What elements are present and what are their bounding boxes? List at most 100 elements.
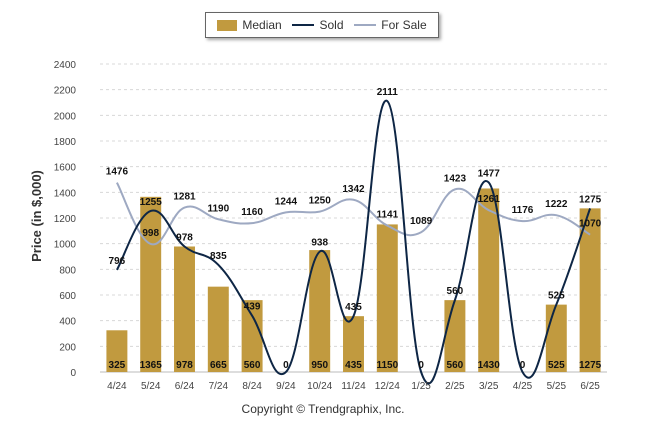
y-tick-label-400: 400 — [59, 317, 76, 328]
median-value-9/24: 0 — [283, 360, 289, 371]
series-lines — [116, 100, 592, 385]
for-sale-value-4/24: 1476 — [106, 167, 129, 178]
legend-item-sold[interactable]: Sold — [292, 18, 344, 32]
median-bar-4/24 — [106, 330, 128, 372]
y-axis-ticks: 0 200 400 600 800 1000 1200 1400 1600 1800 2000 220… — [54, 60, 77, 379]
legend-item-median[interactable]: Median — [217, 18, 282, 32]
for-sale-value-3/25: 1261 — [478, 194, 501, 205]
median-value-5/24: 1365 — [140, 360, 163, 371]
for-sale-value-10/24: 1250 — [309, 196, 332, 207]
median-bar-8/24 — [241, 300, 263, 372]
median-value-5/25: 525 — [548, 360, 565, 371]
median-value-12/24: 1150 — [376, 360, 398, 371]
legend-for-sale-label: For Sale — [381, 18, 427, 32]
x-axis-ticks: 4/24 5/24 6/24 7/24 8/24 9/24 10/24 11/24 12/24 1… — [107, 381, 600, 392]
median-bar-10/24 — [309, 250, 331, 372]
y-tick-label-600: 600 — [59, 291, 76, 302]
y-tick-label-1200: 1200 — [54, 214, 77, 225]
median-value-8/24: 560 — [244, 360, 261, 371]
x-tick-label-9/24: 9/24 — [276, 381, 296, 392]
sold-line — [116, 100, 592, 385]
data-labels: 325 1365 978 665 560 0 950 435 1150 0 560 1430 0 525 1… — [106, 87, 602, 371]
median-value-6/24: 978 — [176, 360, 193, 371]
sold-value-5/24: 1255 — [140, 197, 163, 208]
for-sale-value-1/25: 1089 — [410, 216, 433, 227]
y-tick-label-2200: 2200 — [54, 86, 77, 97]
median-bar-6/24 — [174, 246, 195, 372]
x-tick-label-5/24: 5/24 — [141, 381, 161, 392]
y-tick-label-0: 0 — [70, 368, 76, 379]
for-sale-line — [116, 182, 591, 246]
x-tick-label-7/24: 7/24 — [209, 381, 229, 392]
for-sale-value-9/24: 1244 — [275, 196, 298, 207]
sold-value-5/25: 525 — [548, 291, 565, 302]
x-tick-label-10/24: 10/24 — [307, 381, 332, 392]
y-tick-label-2400: 2400 — [54, 60, 77, 71]
sold-value-12/24: 2111 — [377, 87, 399, 98]
median-value-4/24: 325 — [109, 360, 126, 371]
sold-value-6/25: 1275 — [579, 194, 602, 205]
median-bar-11/24 — [343, 316, 364, 372]
median-bar-5/24 — [140, 196, 162, 372]
sold-value-8/24: 439 — [244, 302, 261, 313]
x-tick-label-3/25: 3/25 — [479, 381, 499, 392]
legend-sold-label: Sold — [319, 18, 344, 32]
x-tick-label-6/25: 6/25 — [580, 381, 600, 392]
median-bar-7/24 — [207, 286, 229, 372]
median-swatch — [217, 19, 238, 31]
x-tick-label-11/24: 11/24 — [341, 381, 366, 392]
y-axis-label: Price (in $,000) — [29, 170, 44, 262]
sold-value-7/24: 835 — [210, 251, 227, 262]
median-value-6/25: 1275 — [579, 360, 602, 371]
median-value-7/24: 665 — [210, 360, 227, 371]
for-sale-value-12/24: 1141 — [376, 210, 398, 221]
sold-value-11/24: 435 — [345, 302, 362, 313]
median-value-1/25: 0 — [418, 360, 424, 371]
sold-value-6/24: 978 — [176, 232, 193, 243]
sold-swatch — [292, 24, 315, 26]
y-tick-label-800: 800 — [59, 265, 76, 276]
for-sale-swatch — [354, 24, 377, 26]
y-tick-label-1800: 1800 — [54, 137, 77, 148]
sold-value-10/24: 938 — [311, 238, 328, 249]
sold-value-3/25: 1477 — [478, 168, 501, 179]
y-tick-label-1000: 1000 — [54, 240, 77, 251]
for-sale-value-5/24: 998 — [142, 228, 159, 239]
y-tick-label-1600: 1600 — [54, 163, 77, 174]
for-sale-value-2/25: 1423 — [444, 173, 467, 184]
median-value-3/25: 1430 — [478, 360, 501, 371]
x-tick-label-1/25: 1/25 — [411, 381, 431, 392]
legend: Median Sold For Sale — [205, 12, 439, 38]
for-sale-value-11/24: 1342 — [342, 184, 365, 195]
legend-item-for-sale[interactable]: For Sale — [354, 18, 427, 32]
x-tick-label-6/24: 6/24 — [175, 381, 195, 392]
x-tick-label-4/24: 4/24 — [107, 381, 127, 392]
x-tick-label-4/25: 4/25 — [513, 381, 533, 392]
for-sale-value-7/24: 1190 — [207, 203, 229, 214]
for-sale-value-8/24: 1160 — [241, 207, 263, 218]
median-bars — [106, 188, 601, 372]
median-bar-6/25 — [579, 208, 601, 372]
y-tick-label-1400: 1400 — [54, 188, 77, 199]
legend-median-label: Median — [242, 18, 282, 32]
x-tick-label-12/24: 12/24 — [375, 381, 400, 392]
for-sale-value-6/25: 1070 — [579, 219, 602, 230]
median-value-2/25: 560 — [447, 360, 464, 371]
x-tick-label-5/25: 5/25 — [547, 381, 567, 392]
median-bar-3/25 — [478, 188, 500, 372]
sold-value-4/24: 796 — [109, 256, 126, 267]
x-tick-label-2/25: 2/25 — [445, 381, 465, 392]
median-value-11/24: 435 — [345, 360, 362, 371]
y-tick-label-200: 200 — [59, 342, 76, 353]
for-sale-value-5/25: 1222 — [545, 199, 568, 210]
median-value-10/24: 950 — [311, 360, 328, 371]
for-sale-value-6/24: 1281 — [173, 192, 196, 203]
copyright-text: Copyright © Trendgraphix, Inc. — [241, 402, 405, 416]
median-bar-12/24 — [376, 224, 398, 372]
y-tick-label-2000: 2000 — [54, 111, 77, 122]
median-value-4/25: 0 — [520, 360, 526, 371]
x-tick-label-8/24: 8/24 — [242, 381, 262, 392]
sold-value-2/25: 560 — [447, 286, 464, 297]
for-sale-value-4/25: 1176 — [512, 205, 534, 216]
